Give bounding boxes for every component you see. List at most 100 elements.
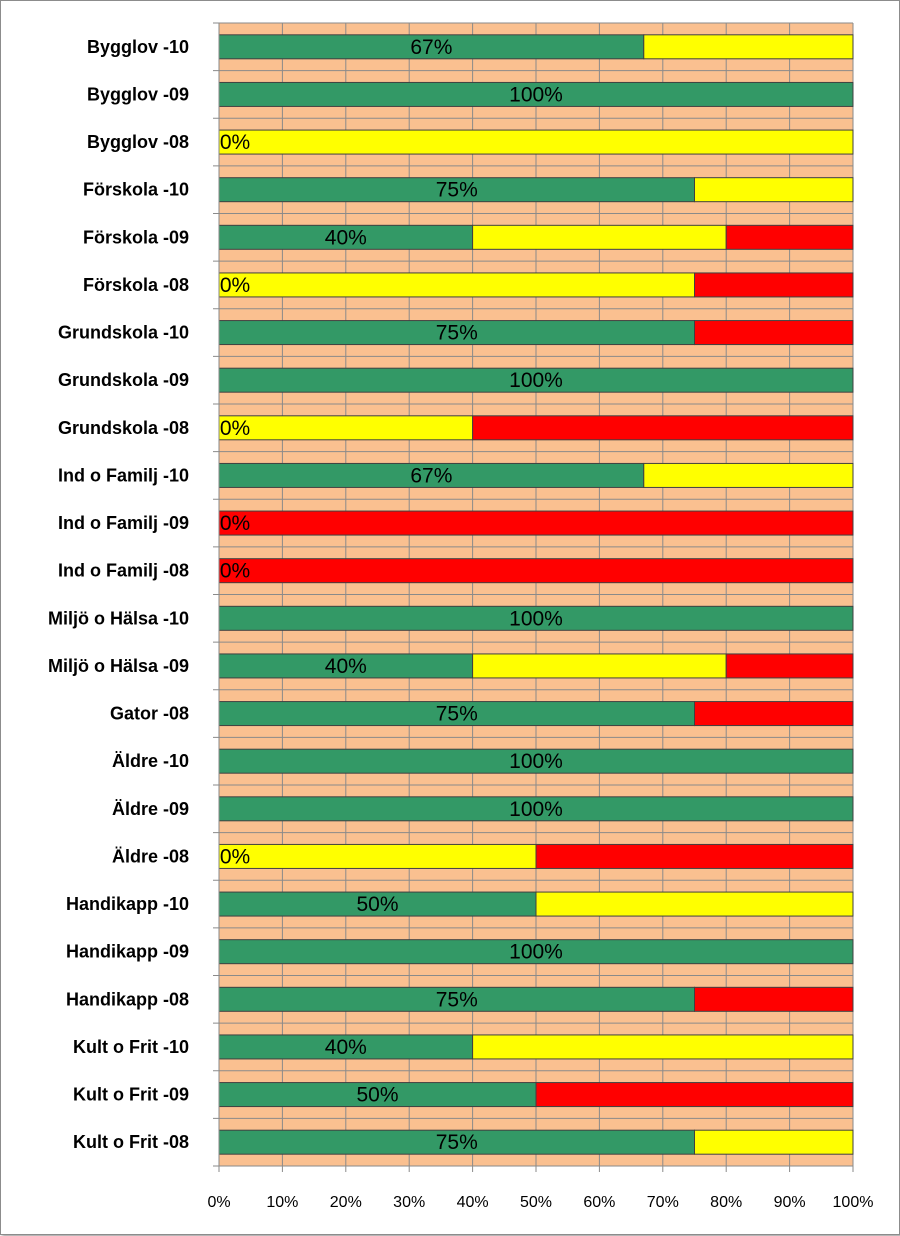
x-tick-label: 40% — [457, 1194, 489, 1211]
bar-segment — [218, 939, 854, 965]
bar-segment — [218, 320, 695, 346]
category-label: Grundskola -09 — [58, 370, 189, 390]
bar-segment — [218, 701, 695, 727]
category-label: Grundskola -08 — [58, 418, 189, 438]
bar-segment — [218, 605, 854, 631]
category-label: Bygglov -09 — [87, 84, 189, 104]
category-label: Ind o Familj -10 — [58, 465, 189, 485]
x-tick-label: 50% — [520, 1194, 552, 1211]
bar-segment — [694, 177, 854, 203]
data-label: 100% — [509, 798, 563, 821]
category-label: Ind o Familj -09 — [58, 513, 189, 533]
bar-segment — [218, 843, 537, 869]
category-label: Kult o Frit -10 — [73, 1037, 189, 1057]
data-label: 0% — [220, 560, 250, 583]
bar-segment — [218, 796, 854, 822]
category-labels: Bygglov -10 Bygglov -09 Bygglov -08 Förskol… — [48, 37, 189, 1152]
bar-segment — [694, 320, 854, 346]
category-label: Ind o Familj -08 — [58, 561, 189, 581]
data-label: 100% — [509, 607, 563, 630]
category-label: Kult o Frit -09 — [73, 1085, 189, 1105]
bar-segment — [643, 34, 854, 60]
bar-segment — [218, 34, 645, 60]
x-tick-label: 80% — [710, 1194, 742, 1211]
x-tick-label: 70% — [647, 1194, 679, 1211]
x-axis: 0% 10% 20% 30% 40% 50% 60% 70% 80% 90% 100% — [207, 22, 874, 1211]
data-label: 100% — [509, 941, 563, 964]
bar-segment — [694, 272, 854, 298]
data-label: 75% — [436, 179, 478, 202]
bar-segment — [218, 558, 854, 584]
category-label: Förskola -09 — [83, 227, 189, 247]
category-label: Grundskola -10 — [58, 323, 189, 343]
x-tick-label: 0% — [207, 1194, 230, 1211]
bar-segment — [218, 129, 854, 155]
bar-segment — [725, 224, 854, 250]
category-label: Handikapp -09 — [66, 942, 189, 962]
data-labels: 67% 100% 0% 75% 40% 0% 75% 100% 0% 67% 0% 0% 100% 40%… — [220, 36, 563, 1154]
category-label: Miljö o Hälsa -10 — [48, 608, 189, 628]
bar-segment — [218, 367, 854, 393]
bar-segment — [218, 415, 474, 441]
bar-segment — [694, 986, 854, 1012]
data-label: 100% — [509, 369, 563, 392]
data-label: 50% — [356, 1084, 398, 1107]
bar-segment — [472, 1034, 854, 1060]
bar-segment — [725, 653, 854, 679]
bars — [218, 34, 854, 1155]
data-label: 0% — [220, 274, 250, 297]
bar-segment — [218, 1034, 474, 1060]
category-label: Kult o Frit -08 — [73, 1132, 189, 1152]
x-tick-label: 10% — [266, 1194, 298, 1211]
data-label: 75% — [436, 703, 478, 726]
x-tick-label: 60% — [583, 1194, 615, 1211]
data-label: 75% — [436, 1131, 478, 1154]
bar-segment — [694, 1129, 854, 1155]
bar-segment — [218, 653, 474, 679]
bar-segment — [218, 748, 854, 774]
bar-segment — [694, 701, 854, 727]
data-label: 75% — [436, 322, 478, 345]
data-label: 67% — [410, 464, 452, 487]
category-label: Handikapp -10 — [66, 894, 189, 914]
bar-segment — [218, 510, 854, 536]
category-label: Äldre -08 — [112, 846, 189, 866]
x-tick-label: 20% — [330, 1194, 362, 1211]
data-label: 40% — [325, 655, 367, 678]
bar-segment — [218, 891, 537, 917]
category-label: Handikapp -08 — [66, 989, 189, 1009]
category-label: Bygglov -10 — [87, 37, 189, 57]
bar-segment — [472, 653, 727, 679]
category-label: Bygglov -08 — [87, 132, 189, 152]
category-label: Förskola -10 — [83, 180, 189, 200]
x-tick-label: 30% — [393, 1194, 425, 1211]
bar-segment — [535, 843, 854, 869]
bar-segment — [535, 1082, 854, 1108]
bar-segment — [218, 272, 695, 298]
data-label: 0% — [220, 131, 250, 154]
data-label: 100% — [509, 83, 563, 106]
data-label: 100% — [509, 750, 563, 773]
data-label: 0% — [220, 417, 250, 440]
category-label: Förskola -08 — [83, 275, 189, 295]
data-label: 50% — [356, 893, 398, 916]
data-label: 0% — [220, 512, 250, 535]
bar-segment — [643, 462, 854, 488]
bar-segment — [472, 415, 854, 441]
data-label: 40% — [325, 226, 367, 249]
data-label: 0% — [220, 845, 250, 868]
data-label: 75% — [436, 988, 478, 1011]
category-label: Miljö o Hälsa -09 — [48, 656, 189, 676]
bar-segment — [472, 224, 727, 250]
category-label: Äldre -10 — [112, 751, 189, 771]
bar-segment — [218, 986, 695, 1012]
category-label: Gator -08 — [110, 704, 189, 724]
x-tick-label: 100% — [833, 1194, 874, 1211]
bar-segment — [535, 891, 854, 917]
bar-segment — [218, 1129, 695, 1155]
data-label: 40% — [325, 1036, 367, 1059]
data-label: 67% — [410, 36, 452, 59]
category-label: Äldre -09 — [112, 799, 189, 819]
